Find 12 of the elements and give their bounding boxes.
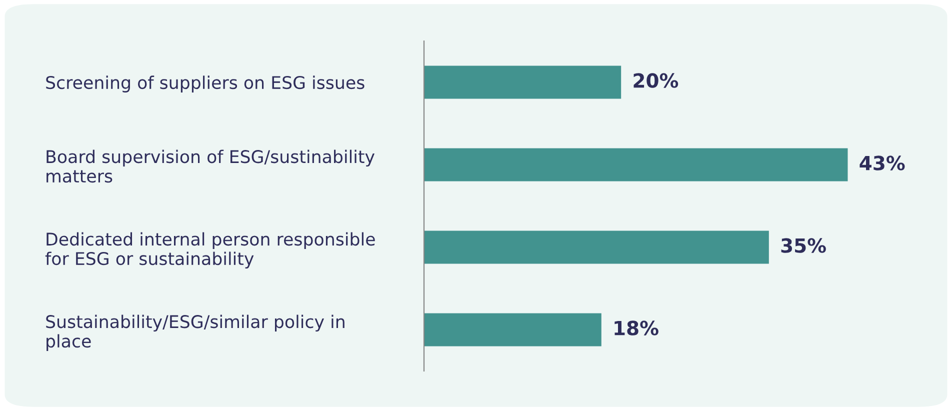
data-label: 35% [781, 238, 826, 253]
bar [424, 148, 848, 182]
data-label: 20% [634, 73, 678, 88]
bar [424, 230, 769, 264]
y-tick-label: Dedicated internal person responsible for ESG or sustainability [45, 232, 375, 268]
bar [424, 313, 602, 346]
y-tick-label: Board supervision of ESG/sustinability matters [46, 150, 375, 183]
bar [424, 66, 622, 99]
data-label: 43% [860, 156, 905, 170]
data-label: 18% [614, 320, 658, 336]
y-tick-label: Screening of suppliers on ESG issues [46, 76, 364, 92]
y-tick-label: Sustainability/ESG/similar policy in place [46, 314, 344, 351]
